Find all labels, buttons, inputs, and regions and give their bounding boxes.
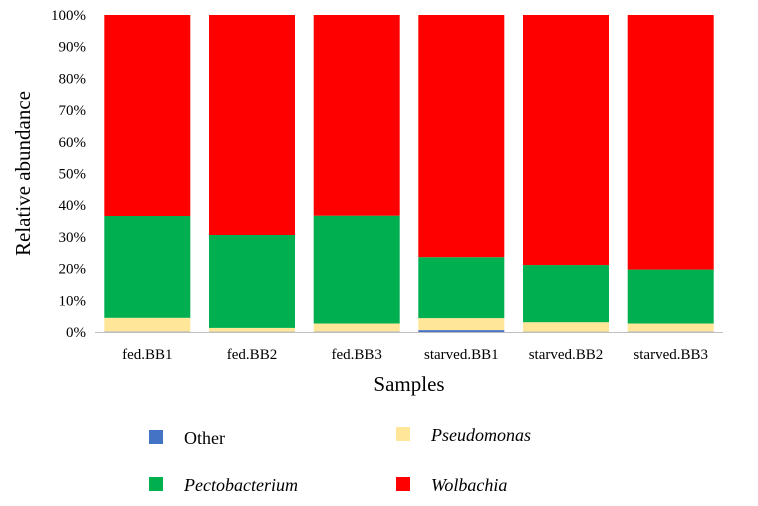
legend-label-wolbachia: Wolbachia xyxy=(431,475,507,495)
legend-swatch-pectobacterium xyxy=(149,477,163,491)
bar-segment-pectobacterium-starved-bb3 xyxy=(627,269,714,324)
y-tick-label: 30% xyxy=(59,230,87,246)
y-tick-label: 100% xyxy=(51,8,86,24)
bar-segment-pectobacterium-starved-bb2 xyxy=(523,265,609,323)
bar-segment-wolbachia-fed-bb1 xyxy=(104,15,191,216)
legend-swatch-other xyxy=(149,430,163,444)
bar-segment-wolbachia-starved-bb1 xyxy=(418,15,505,258)
bar-segment-pectobacterium-fed-bb1 xyxy=(104,216,191,318)
bar-segment-other-starved-bb1 xyxy=(418,330,505,332)
bar-segment-pectobacterium-starved-bb1 xyxy=(418,257,505,319)
legend-item-wolbachia: Wolbachia xyxy=(396,475,507,495)
bar-segment-pseudomonas-fed-bb3 xyxy=(313,323,400,332)
bar-segment-wolbachia-starved-bb2 xyxy=(523,15,609,266)
y-tick-label: 70% xyxy=(59,103,87,119)
y-tick-label: 50% xyxy=(59,167,87,183)
legend-swatch-pseudomonas xyxy=(396,427,410,441)
bar-segment-pectobacterium-fed-bb3 xyxy=(313,215,400,324)
legend-label-other: Other xyxy=(184,428,225,448)
bar-segment-wolbachia-fed-bb3 xyxy=(313,15,400,216)
legend-label-pseudomonas: Pseudomonas xyxy=(430,425,531,445)
bar-segment-pseudomonas-starved-bb2 xyxy=(523,322,609,332)
x-tick-label-starved-bb3: starved.BB3 xyxy=(633,347,708,363)
y-tick-labels: 0% 10% 20% 30% 40% 50% 60% 70% 80% 90% 100% xyxy=(51,8,86,341)
bar-segment-wolbachia-starved-bb3 xyxy=(627,15,714,270)
legend-swatch-wolbachia xyxy=(396,477,410,491)
bar-segment-wolbachia-fed-bb2 xyxy=(209,15,295,235)
x-axis-title: Samples xyxy=(373,372,444,396)
y-tick-label: 0% xyxy=(66,325,86,341)
legend-label-pectobacterium: Pectobacterium xyxy=(183,475,298,495)
x-tick-labels: fed.BB1 fed.BB2 fed.BB3 starved.BB1 starved.… xyxy=(122,347,708,363)
x-tick-label-fed-bb2: fed.BB2 xyxy=(227,347,277,363)
bar-segment-pseudomonas-starved-bb1 xyxy=(418,318,505,331)
bar-segment-pseudomonas-fed-bb2 xyxy=(209,327,295,332)
y-tick-label: 20% xyxy=(59,262,87,278)
y-tick-label: 80% xyxy=(59,71,87,87)
legend-item-pectobacterium: Pectobacterium xyxy=(149,475,298,495)
x-tick-label-starved-bb1: starved.BB1 xyxy=(424,347,499,363)
y-tick-label: 10% xyxy=(59,293,87,309)
x-tick-label-starved-bb2: starved.BB2 xyxy=(529,347,604,363)
x-tick-label-fed-bb1: fed.BB1 xyxy=(122,347,172,363)
y-tick-label: 60% xyxy=(59,135,87,151)
bars-layer xyxy=(104,15,714,332)
bar-segment-pseudomonas-fed-bb1 xyxy=(104,317,191,332)
bar-segment-pseudomonas-starved-bb3 xyxy=(627,323,714,332)
bar-segment-pectobacterium-fed-bb2 xyxy=(209,235,295,328)
x-tick-label-fed-bb3: fed.BB3 xyxy=(331,347,381,363)
legend: Other Pseudomonas Pectobacterium Wolbachia xyxy=(149,425,531,495)
y-axis-title: Relative abundance xyxy=(11,91,35,256)
legend-item-pseudomonas: Pseudomonas xyxy=(396,425,531,445)
y-tick-label: 90% xyxy=(59,40,87,56)
y-tick-label: 40% xyxy=(59,198,87,214)
legend-item-other: Other xyxy=(149,428,225,448)
